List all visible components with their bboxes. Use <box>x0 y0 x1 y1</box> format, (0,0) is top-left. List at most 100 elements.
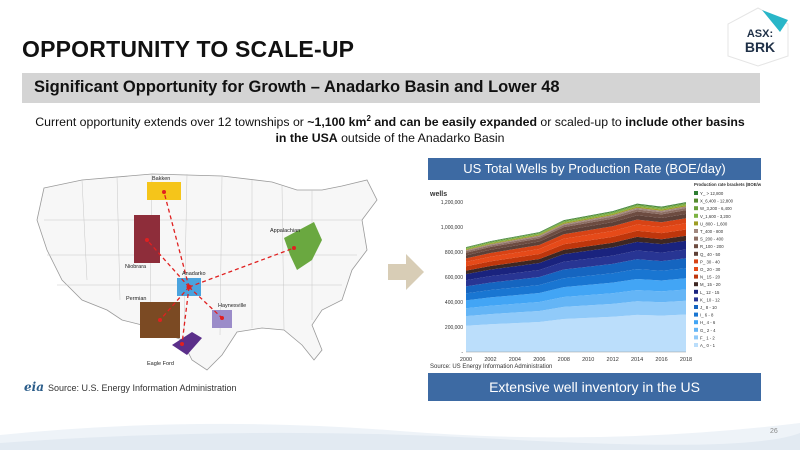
area-band-8 <box>466 213 686 259</box>
area-band-7 <box>466 210 686 256</box>
area-band-3 <box>466 204 686 250</box>
legend-entry: O_ 20 - 30 <box>700 267 721 272</box>
label-permian: Permian <box>126 296 146 302</box>
x-tick-label: 2002 <box>484 357 496 363</box>
intro-bold-3: include other basins in the USA <box>275 115 745 146</box>
area-band-13 <box>466 240 686 281</box>
label-bakken: Bakken <box>152 176 170 182</box>
legend-entry: V_1,600 - 3,200 <box>700 214 731 219</box>
legend-swatch <box>694 251 698 256</box>
legend-swatch <box>694 191 698 195</box>
legend-swatch <box>694 213 698 218</box>
y-tick-label: 400,000 <box>445 300 463 306</box>
legend-entry: T_400 - 800 <box>700 229 724 234</box>
legend-swatch <box>694 206 698 211</box>
slide-subtitle: Significant Opportunity for Growth – Ana… <box>34 78 560 96</box>
legend-entry: Y_ > 12,800 <box>700 191 724 196</box>
x-tick-label: 2000 <box>460 357 472 363</box>
legend-swatch <box>694 244 698 249</box>
area-chart: wells - 200,000 400,000 600,000 800,000 1,000,… <box>429 182 761 363</box>
legend-swatch <box>694 198 698 203</box>
footer-wave <box>0 423 800 450</box>
area-band-11 <box>466 229 686 271</box>
legend-swatch <box>694 229 698 233</box>
x-tick-label: 2010 <box>582 357 594 363</box>
legend-swatch <box>694 259 698 264</box>
area-band-9 <box>466 218 686 262</box>
legend-entry: N_ 15 - 20 <box>700 275 721 280</box>
us-basins-map: Bakken Niobrara Appalachian Anadarko Per… <box>36 173 378 371</box>
us-outline <box>36 173 378 371</box>
y-tick-label: 200,000 <box>445 325 463 331</box>
legend-entry: L_ 12 - 15 <box>700 290 720 295</box>
legend-entry: R_100 - 200 <box>700 244 724 249</box>
logo-line2: BRK <box>744 39 776 55</box>
intro-part-1: Current opportunity extends over 12 town… <box>35 115 308 130</box>
label-anadarko: Anadarko <box>182 271 206 277</box>
logo-line1: ASX: <box>746 28 774 40</box>
asx-brk-logo <box>727 7 789 67</box>
legend-swatch <box>694 320 698 325</box>
label-eagle-ford: Eagle Ford <box>147 361 174 367</box>
chart-title: US Total Wells by Production Rate (BOE/d… <box>428 158 761 180</box>
y-tick-label: 1,200,000 <box>441 200 463 206</box>
y-axis-label: wells <box>429 191 447 198</box>
label-haynesville: Haynesville <box>218 303 246 309</box>
legend-entry: M_ 15 - 20 <box>700 282 721 287</box>
map-source-text: Source: U.S. Energy Information Administ… <box>47 383 237 393</box>
legend-swatch <box>694 274 698 279</box>
basin-appalachian <box>284 222 322 270</box>
legend-entry: X_6,400 - 12,800 <box>700 199 734 204</box>
x-tick-label: 2012 <box>607 357 619 363</box>
area-band-19 <box>466 300 686 326</box>
intro-bold-1: ~1,100 km <box>307 115 367 130</box>
legend-entry: U_800 - 1,600 <box>700 221 728 226</box>
legend-entry: A_ 0 - 1 <box>700 343 716 348</box>
legend-entry: P_ 30 - 40 <box>700 259 720 264</box>
callout-banner: Extensive well inventory in the US <box>428 373 761 401</box>
legend-entry: K_ 10 - 12 <box>700 297 720 302</box>
x-tick-label: 2014 <box>631 357 643 363</box>
area-band-5 <box>466 206 686 252</box>
y-tick-label: 600,000 <box>445 275 463 281</box>
legend-entry: Q_ 40 - 50 <box>700 252 721 257</box>
area-band-15 <box>466 258 686 294</box>
legend-swatch <box>694 267 698 271</box>
legend-swatch <box>694 297 698 302</box>
map-source: eia Source: U.S. Energy Information Admin… <box>24 380 237 394</box>
legend-entry: G_ 2 - 4 <box>700 328 716 333</box>
right-arrow-icon <box>388 254 424 290</box>
legend-swatch <box>694 221 698 226</box>
x-tick-label: 2006 <box>533 357 545 363</box>
legend-entry: F_ 1 - 2 <box>700 335 715 340</box>
y-tick-label: - <box>461 350 463 356</box>
legend-entry: I_ 6 - 8 <box>700 313 714 318</box>
area-band-14 <box>466 249 686 287</box>
area-band-1 <box>466 202 686 248</box>
legend-entry: H_ 4 - 6 <box>700 320 716 325</box>
legend-entry: J_ 8 - 10 <box>700 305 717 310</box>
legend-swatch <box>694 289 698 294</box>
area-band-17 <box>466 278 686 309</box>
logo-text: ASX: BRK <box>740 28 780 54</box>
chart-panel: US Total Wells by Production Rate (BOE/d… <box>428 158 761 368</box>
slide-title: OPPORTUNITY TO SCALE-UP <box>22 36 355 62</box>
x-tick-label: 2008 <box>558 357 570 363</box>
legend-swatch <box>694 312 698 317</box>
area-band-16 <box>466 268 686 301</box>
intro-part-3: outside of the Anadarko Basin <box>337 131 505 146</box>
page-number: 26 <box>770 428 778 435</box>
basin-eagle-ford <box>172 332 202 355</box>
label-appalachian: Appalachian <box>270 228 300 234</box>
legend-swatch <box>694 335 698 340</box>
legend-entry: S_200 - 400 <box>700 237 724 242</box>
legend-swatch <box>694 282 698 287</box>
legend-swatch <box>694 327 698 332</box>
area-band-12 <box>466 235 686 275</box>
area-band-20 <box>466 314 686 352</box>
subtitle-bar: Significant Opportunity for Growth – Ana… <box>22 73 760 103</box>
legend-entry: W_3,200 - 6,400 <box>700 206 732 211</box>
legend-swatch <box>694 236 698 241</box>
area-band-4 <box>466 205 686 251</box>
x-tick-label: 2004 <box>509 357 521 363</box>
